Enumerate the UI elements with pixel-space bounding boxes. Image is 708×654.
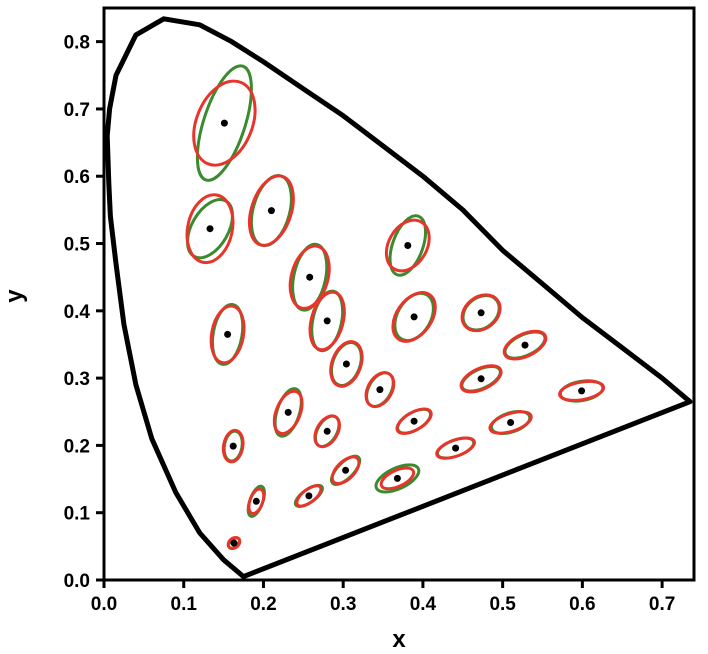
red-ellipse-15 bbox=[313, 414, 341, 449]
y-tick-label-3: 0.3 bbox=[64, 369, 90, 390]
y-tick-label-8: 0.8 bbox=[64, 33, 90, 54]
red-ellipse-23 bbox=[247, 487, 266, 516]
y-tick-label-1: 0.1 bbox=[64, 504, 91, 525]
red-ellipse-22 bbox=[295, 484, 323, 508]
data-point-12 bbox=[477, 375, 485, 383]
red-ellipse-18 bbox=[221, 428, 245, 464]
x-tick-label-0: 0.0 bbox=[91, 594, 117, 615]
y-tick-label-0: 0.0 bbox=[64, 571, 90, 592]
data-point-8 bbox=[477, 309, 485, 317]
red-ellipse-12 bbox=[459, 364, 503, 394]
red-ellipse-19 bbox=[435, 436, 476, 460]
plot-frame bbox=[102, 6, 696, 582]
red-ellipse-13 bbox=[558, 379, 606, 402]
x-tick-label-5: 0.5 bbox=[489, 594, 516, 615]
y-tick-label-5: 0.5 bbox=[64, 235, 91, 256]
x-axis-label: x bbox=[392, 626, 406, 653]
data-point-18 bbox=[229, 442, 237, 450]
x-tick-label-7: 0.7 bbox=[649, 594, 675, 615]
red-ellipse-10 bbox=[502, 329, 548, 361]
points-layer bbox=[206, 119, 586, 547]
red-ellipse-7 bbox=[391, 291, 437, 343]
spectral-locus bbox=[104, 16, 693, 580]
y-tick-label-2: 0.2 bbox=[64, 436, 90, 457]
red-ellipse-5 bbox=[308, 290, 346, 352]
data-point-16 bbox=[410, 417, 418, 425]
red-ellipse-24 bbox=[226, 535, 242, 551]
green-ellipse-4 bbox=[291, 242, 329, 312]
data-point-21 bbox=[393, 474, 401, 482]
red-ellipse-4 bbox=[288, 244, 331, 310]
data-point-4 bbox=[306, 273, 314, 281]
y-tick-label-6: 0.6 bbox=[64, 167, 90, 188]
red-ellipse-20 bbox=[330, 455, 361, 486]
x-tick-label-2: 0.2 bbox=[250, 594, 276, 615]
data-point-9 bbox=[342, 360, 350, 368]
green-ellipse-0 bbox=[195, 64, 253, 182]
x-axis: 0.0 0.1 0.2 0.3 0.4 0.5 0.6 0.7 bbox=[91, 580, 675, 615]
data-point-19 bbox=[452, 444, 460, 452]
data-point-11 bbox=[376, 386, 384, 394]
red-ellipse-9 bbox=[329, 340, 364, 388]
green-ellipse-3 bbox=[388, 214, 428, 277]
red-ellipse-16 bbox=[395, 407, 433, 435]
data-point-14 bbox=[284, 408, 292, 416]
data-point-10 bbox=[521, 341, 529, 349]
data-point-0 bbox=[220, 119, 228, 127]
red-ellipse-11 bbox=[364, 371, 396, 409]
green-ellipse-21 bbox=[374, 463, 421, 494]
data-point-7 bbox=[410, 313, 418, 321]
data-point-23 bbox=[252, 497, 260, 505]
x-tick-label-6: 0.6 bbox=[569, 594, 595, 615]
ellipses-layer bbox=[185, 64, 606, 551]
red-ellipse-2 bbox=[185, 193, 235, 265]
x-tick-label-4: 0.4 bbox=[410, 594, 437, 615]
data-point-2 bbox=[206, 225, 214, 233]
red-ellipse-14 bbox=[272, 389, 304, 436]
data-point-5 bbox=[323, 317, 331, 325]
data-point-3 bbox=[404, 242, 412, 249]
data-point-24 bbox=[230, 539, 238, 547]
red-ellipse-17 bbox=[488, 410, 533, 435]
data-point-17 bbox=[507, 419, 515, 426]
red-ellipse-6 bbox=[209, 304, 246, 365]
data-point-15 bbox=[323, 427, 331, 435]
data-point-6 bbox=[224, 330, 232, 338]
red-ellipse-3 bbox=[384, 218, 431, 273]
y-tick-label-7: 0.7 bbox=[64, 100, 90, 121]
y-axis-label: y bbox=[1, 289, 28, 303]
y-tick-label-4: 0.4 bbox=[64, 302, 91, 323]
red-ellipse-0 bbox=[192, 79, 257, 167]
red-ellipse-21 bbox=[379, 466, 416, 491]
y-axis: 0.0 0.1 0.2 0.3 0.4 0.5 0.6 0.7 0.8 bbox=[64, 33, 104, 592]
data-point-1 bbox=[267, 207, 275, 215]
red-ellipse-1 bbox=[247, 174, 295, 247]
data-point-20 bbox=[342, 466, 350, 474]
red-ellipse-8 bbox=[460, 293, 502, 333]
data-point-13 bbox=[578, 387, 586, 395]
x-tick-label-1: 0.1 bbox=[171, 594, 198, 615]
x-tick-label-3: 0.3 bbox=[330, 594, 356, 615]
data-point-22 bbox=[305, 492, 313, 500]
